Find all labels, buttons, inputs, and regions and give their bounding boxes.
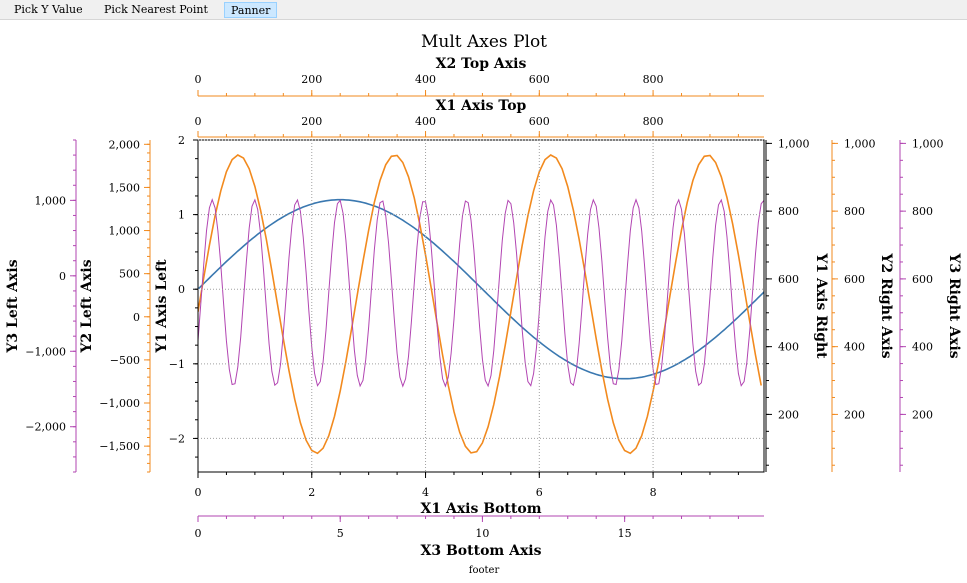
y2-left-tick-label: −500 xyxy=(110,354,140,367)
y3-left-tick-label: −2,000 xyxy=(25,421,66,434)
x3-bottom-axis-label: X3 Bottom Axis xyxy=(420,543,541,559)
x1-top-tick-label: 400 xyxy=(415,115,436,128)
y3-left-tick-label: −1,000 xyxy=(25,345,66,358)
y3-left-axis-label: Y3 Left Axis xyxy=(5,259,21,353)
y2-right-tick-label: 600 xyxy=(844,273,865,286)
x2-top-tick-label: 200 xyxy=(301,73,322,86)
y1-left-axis-label: Y1 Axis Left xyxy=(154,259,170,354)
y1-right-axis-label: Y1 Axis Right xyxy=(813,252,829,359)
y1-left-tick-label: 0 xyxy=(178,283,185,296)
x3-bottom-tick-label: 5 xyxy=(337,527,344,540)
chart-title: Mult Axes Plot xyxy=(421,32,547,52)
y2-right-tick-label: 1,000 xyxy=(844,137,876,150)
x2-top-tick-label: 600 xyxy=(529,73,550,86)
y1-right-tick-label: 1,000 xyxy=(778,137,810,150)
y1-right-tick-label: 200 xyxy=(778,408,799,421)
x1-top-tick-label: 0 xyxy=(195,115,202,128)
y1-left-tick-label: −2 xyxy=(169,432,185,445)
y2-left-tick-label: −1,500 xyxy=(99,440,140,453)
x1-bottom-tick-label: 0 xyxy=(195,486,202,499)
toolbar: Pick Y Value Pick Nearest Point Panner xyxy=(0,0,967,20)
y3-right-tick-label: 800 xyxy=(912,205,933,218)
y3-right-tick-label: 200 xyxy=(912,408,933,421)
y1-right-tick-label: 800 xyxy=(778,205,799,218)
y3-right-tick-label: 600 xyxy=(912,273,933,286)
pick-y-value-button[interactable]: Pick Y Value xyxy=(14,3,83,16)
x2-top-tick-label: 800 xyxy=(643,73,664,86)
y2-left-tick-label: 1,500 xyxy=(109,181,141,194)
series-line-3 xyxy=(198,198,764,388)
pick-nearest-point-button[interactable]: Pick Nearest Point xyxy=(104,3,208,16)
x3-bottom-tick-label: 10 xyxy=(475,527,489,540)
x3-bottom-tick-label: 0 xyxy=(195,527,202,540)
x2-top-axis-label: X2 Top Axis xyxy=(436,56,527,72)
x1-top-axis-label: X1 Axis Top xyxy=(436,98,527,114)
panner-button[interactable]: Panner xyxy=(224,2,278,18)
x1-bottom-tick-label: 8 xyxy=(650,486,657,499)
y1-left-tick-label: 2 xyxy=(178,134,185,147)
x1-bottom-tick-label: 2 xyxy=(308,486,315,499)
y2-left-tick-label: 2,000 xyxy=(109,138,141,151)
y2-left-axis-label: Y2 Left Axis xyxy=(79,259,95,353)
x1-top-tick-label: 600 xyxy=(529,115,550,128)
x1-bottom-tick-label: 6 xyxy=(536,486,543,499)
plot-frame xyxy=(197,139,765,473)
y1-right-tick-label: 400 xyxy=(778,341,799,354)
y2-left-tick-label: −1,000 xyxy=(99,397,140,410)
y3-right-tick-label: 400 xyxy=(912,341,933,354)
x2-top-tick-label: 400 xyxy=(415,73,436,86)
x1-bottom-axis-label: X1 Axis Bottom xyxy=(420,501,541,517)
y2-right-tick-label: 200 xyxy=(844,408,865,421)
y3-left-tick-label: 1,000 xyxy=(35,194,67,207)
x1-top-tick-label: 200 xyxy=(301,115,322,128)
x1-top-tick-label: 800 xyxy=(643,115,664,128)
y2-right-tick-label: 800 xyxy=(844,205,865,218)
y2-left-tick-label: 0 xyxy=(133,311,140,324)
y2-right-tick-label: 400 xyxy=(844,341,865,354)
y3-right-tick-label: 1,000 xyxy=(912,137,944,150)
y1-right-tick-label: 600 xyxy=(778,273,799,286)
series-line-1 xyxy=(198,198,764,380)
x2-top-tick-label: 0 xyxy=(195,73,202,86)
y1-left-tick-label: −1 xyxy=(169,358,185,371)
footer-text: footer xyxy=(469,565,500,576)
x3-bottom-tick-label: 15 xyxy=(618,527,632,540)
y2-right-axis-label: Y2 Right Axis xyxy=(878,252,894,358)
series-layer xyxy=(198,154,764,455)
y2-left-tick-label: 1,000 xyxy=(109,225,141,238)
y2-left-tick-label: 500 xyxy=(119,268,140,281)
y1-left-tick-label: 1 xyxy=(178,209,185,222)
y3-right-axis-label: Y3 Right Axis xyxy=(946,252,962,358)
x1-bottom-tick-label: 4 xyxy=(422,486,429,499)
series-line-2 xyxy=(198,154,762,455)
y3-left-tick-label: 0 xyxy=(59,270,66,283)
